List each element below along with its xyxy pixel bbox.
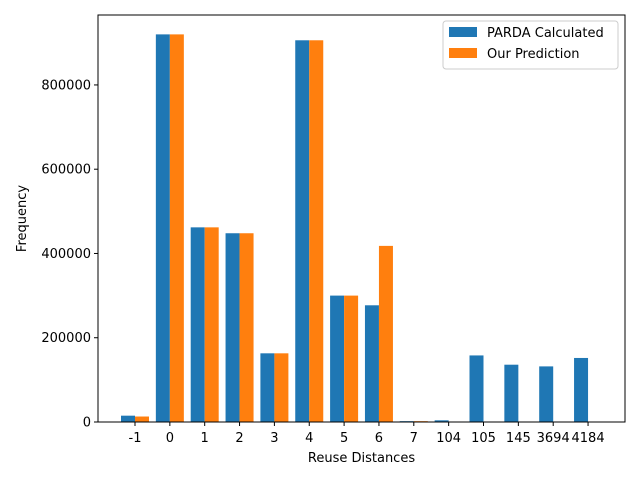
bar-parda-4184 — [574, 357, 589, 422]
bars-group — [121, 34, 589, 422]
y-tick-label: 400000 — [41, 247, 91, 262]
bar-parda-3694 — [539, 366, 554, 422]
x-tick-label: 0 — [166, 431, 174, 446]
bar-parda-5 — [330, 295, 345, 422]
bar-parda-3 — [260, 353, 275, 422]
bar-parda--1 — [121, 415, 135, 422]
legend-swatch-parda — [449, 27, 477, 37]
x-tick-label: 5 — [340, 431, 348, 446]
x-tick-label: -1 — [129, 431, 142, 446]
y-tick-label: 0 — [83, 416, 91, 431]
x-axis-title: Reuse Distances — [308, 451, 415, 466]
plot-area — [98, 15, 625, 422]
bar-parda-145 — [504, 364, 519, 422]
bar-prediction-3 — [274, 353, 289, 422]
x-tick-label: 6 — [375, 431, 383, 446]
x-tick-label: 2 — [235, 431, 243, 446]
x-tick-label: 1 — [201, 431, 209, 446]
x-tick-label: 4184 — [572, 431, 605, 446]
legend-label-parda: PARDA Calculated — [487, 26, 604, 41]
bar-parda-0 — [155, 34, 170, 422]
legend-label-prediction: Our Prediction — [487, 47, 580, 62]
legend-frame — [442, 20, 619, 70]
plot-frame — [97, 14, 626, 423]
x-tick-label: 4 — [305, 431, 313, 446]
y-tick-label: 800000 — [41, 78, 91, 93]
bar-parda-4 — [295, 40, 310, 422]
x-tick-label: 145 — [506, 431, 531, 446]
x-tick-label: 104 — [436, 431, 461, 446]
bar-prediction--1 — [135, 416, 149, 422]
legend-swatch-prediction — [449, 48, 477, 58]
y-axis-title: Frequency — [15, 185, 30, 252]
x-tick-label: 3694 — [537, 431, 570, 446]
bar-prediction-5 — [344, 295, 359, 422]
legend: PARDA Calculated Our Prediction — [442, 20, 619, 70]
x-tick-label: 3 — [270, 431, 278, 446]
bar-parda-105 — [469, 355, 484, 422]
bar-parda-1 — [190, 227, 205, 422]
x-tick-label: 105 — [471, 431, 496, 446]
bar-parda-2 — [225, 233, 240, 422]
bar-parda-104 — [434, 420, 449, 422]
bar-prediction-0 — [169, 34, 184, 422]
x-tick-label: 7 — [410, 431, 418, 446]
bar-prediction-4 — [309, 40, 324, 422]
y-tick-label: 200000 — [41, 331, 91, 346]
bar-prediction-1 — [204, 227, 219, 422]
bar-prediction-2 — [239, 233, 254, 422]
x-axis-ticks: -1 0 1 2 3 4 5 6 7 104 105 145 3694 4184 — [129, 422, 605, 446]
y-axis-ticks: 0 200000 400000 600000 800000 — [41, 78, 98, 431]
bar-prediction-6 — [378, 245, 393, 422]
bar-parda-6 — [364, 305, 379, 422]
y-tick-label: 600000 — [41, 163, 91, 178]
